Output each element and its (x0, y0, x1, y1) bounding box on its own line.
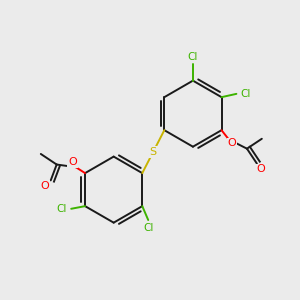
Text: Cl: Cl (143, 223, 153, 232)
Text: Cl: Cl (188, 52, 198, 62)
Text: Cl: Cl (240, 89, 250, 99)
Text: O: O (228, 138, 236, 148)
Text: O: O (40, 181, 49, 191)
Text: Cl: Cl (56, 204, 67, 214)
Text: O: O (256, 164, 265, 175)
Text: O: O (68, 157, 77, 167)
Text: S: S (150, 147, 157, 157)
